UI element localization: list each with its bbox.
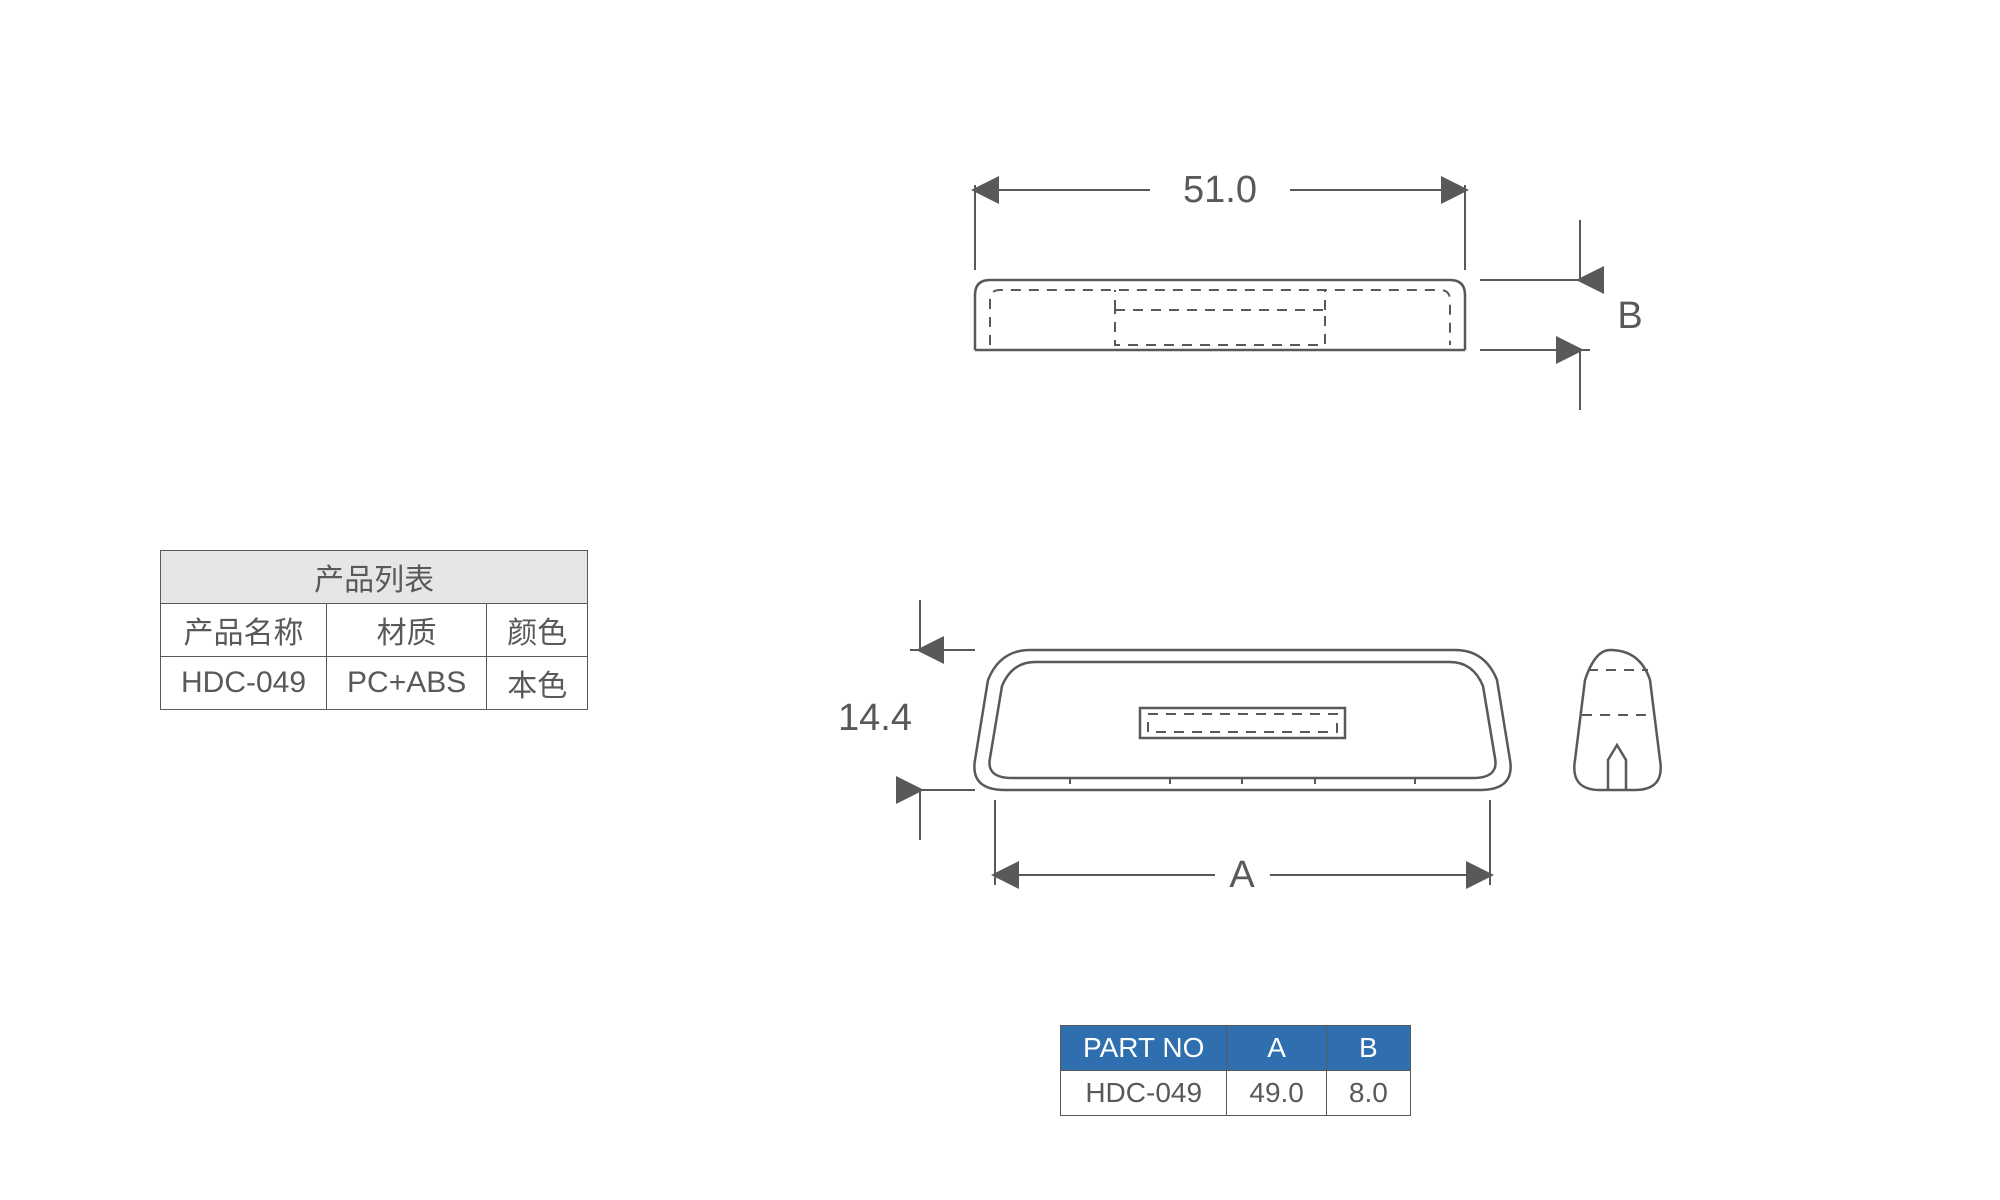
- col-material: 材质: [327, 604, 487, 657]
- cell-material: PC+ABS: [327, 657, 487, 710]
- product-list-table: 产品列表 产品名称 材质 颜色 HDC-049 PC+ABS 本色: [160, 550, 588, 710]
- col-color: 颜色: [487, 604, 588, 657]
- col-name: 产品名称: [161, 604, 327, 657]
- dim-label-B: B: [1617, 295, 1642, 337]
- cell-partno: HDC-049: [1061, 1071, 1227, 1116]
- table-header-row: 产品名称 材质 颜色: [161, 604, 588, 657]
- product-table-title: 产品列表: [161, 551, 588, 604]
- side-elevation-drawing: 51.0 B: [870, 120, 1720, 420]
- dim-data-row: HDC-049 49.0 8.0: [1061, 1071, 1411, 1116]
- page-root: 产品列表 产品名称 材质 颜色 HDC-049 PC+ABS 本色 PART N…: [0, 0, 2000, 1200]
- dim-top-width: 51.0: [1183, 169, 1257, 211]
- table-row: HDC-049 PC+ABS 本色: [161, 657, 588, 710]
- dim-header-row: PART NO A B: [1061, 1026, 1411, 1071]
- end-section-view: [1574, 650, 1660, 790]
- col-A: A: [1227, 1026, 1327, 1071]
- front-view-drawing: 14.4 A: [820, 580, 1820, 980]
- col-B: B: [1326, 1026, 1410, 1071]
- dim-front-height: 14.4: [838, 697, 912, 739]
- cell-name: HDC-049: [161, 657, 327, 710]
- cell-color: 本色: [487, 657, 588, 710]
- dim-label-A: A: [1229, 854, 1255, 896]
- dimension-table: PART NO A B HDC-049 49.0 8.0: [1060, 1025, 1411, 1116]
- cell-B: 8.0: [1326, 1071, 1410, 1116]
- col-partno: PART NO: [1061, 1026, 1227, 1071]
- cell-A: 49.0: [1227, 1071, 1327, 1116]
- table-title-row: 产品列表: [161, 551, 588, 604]
